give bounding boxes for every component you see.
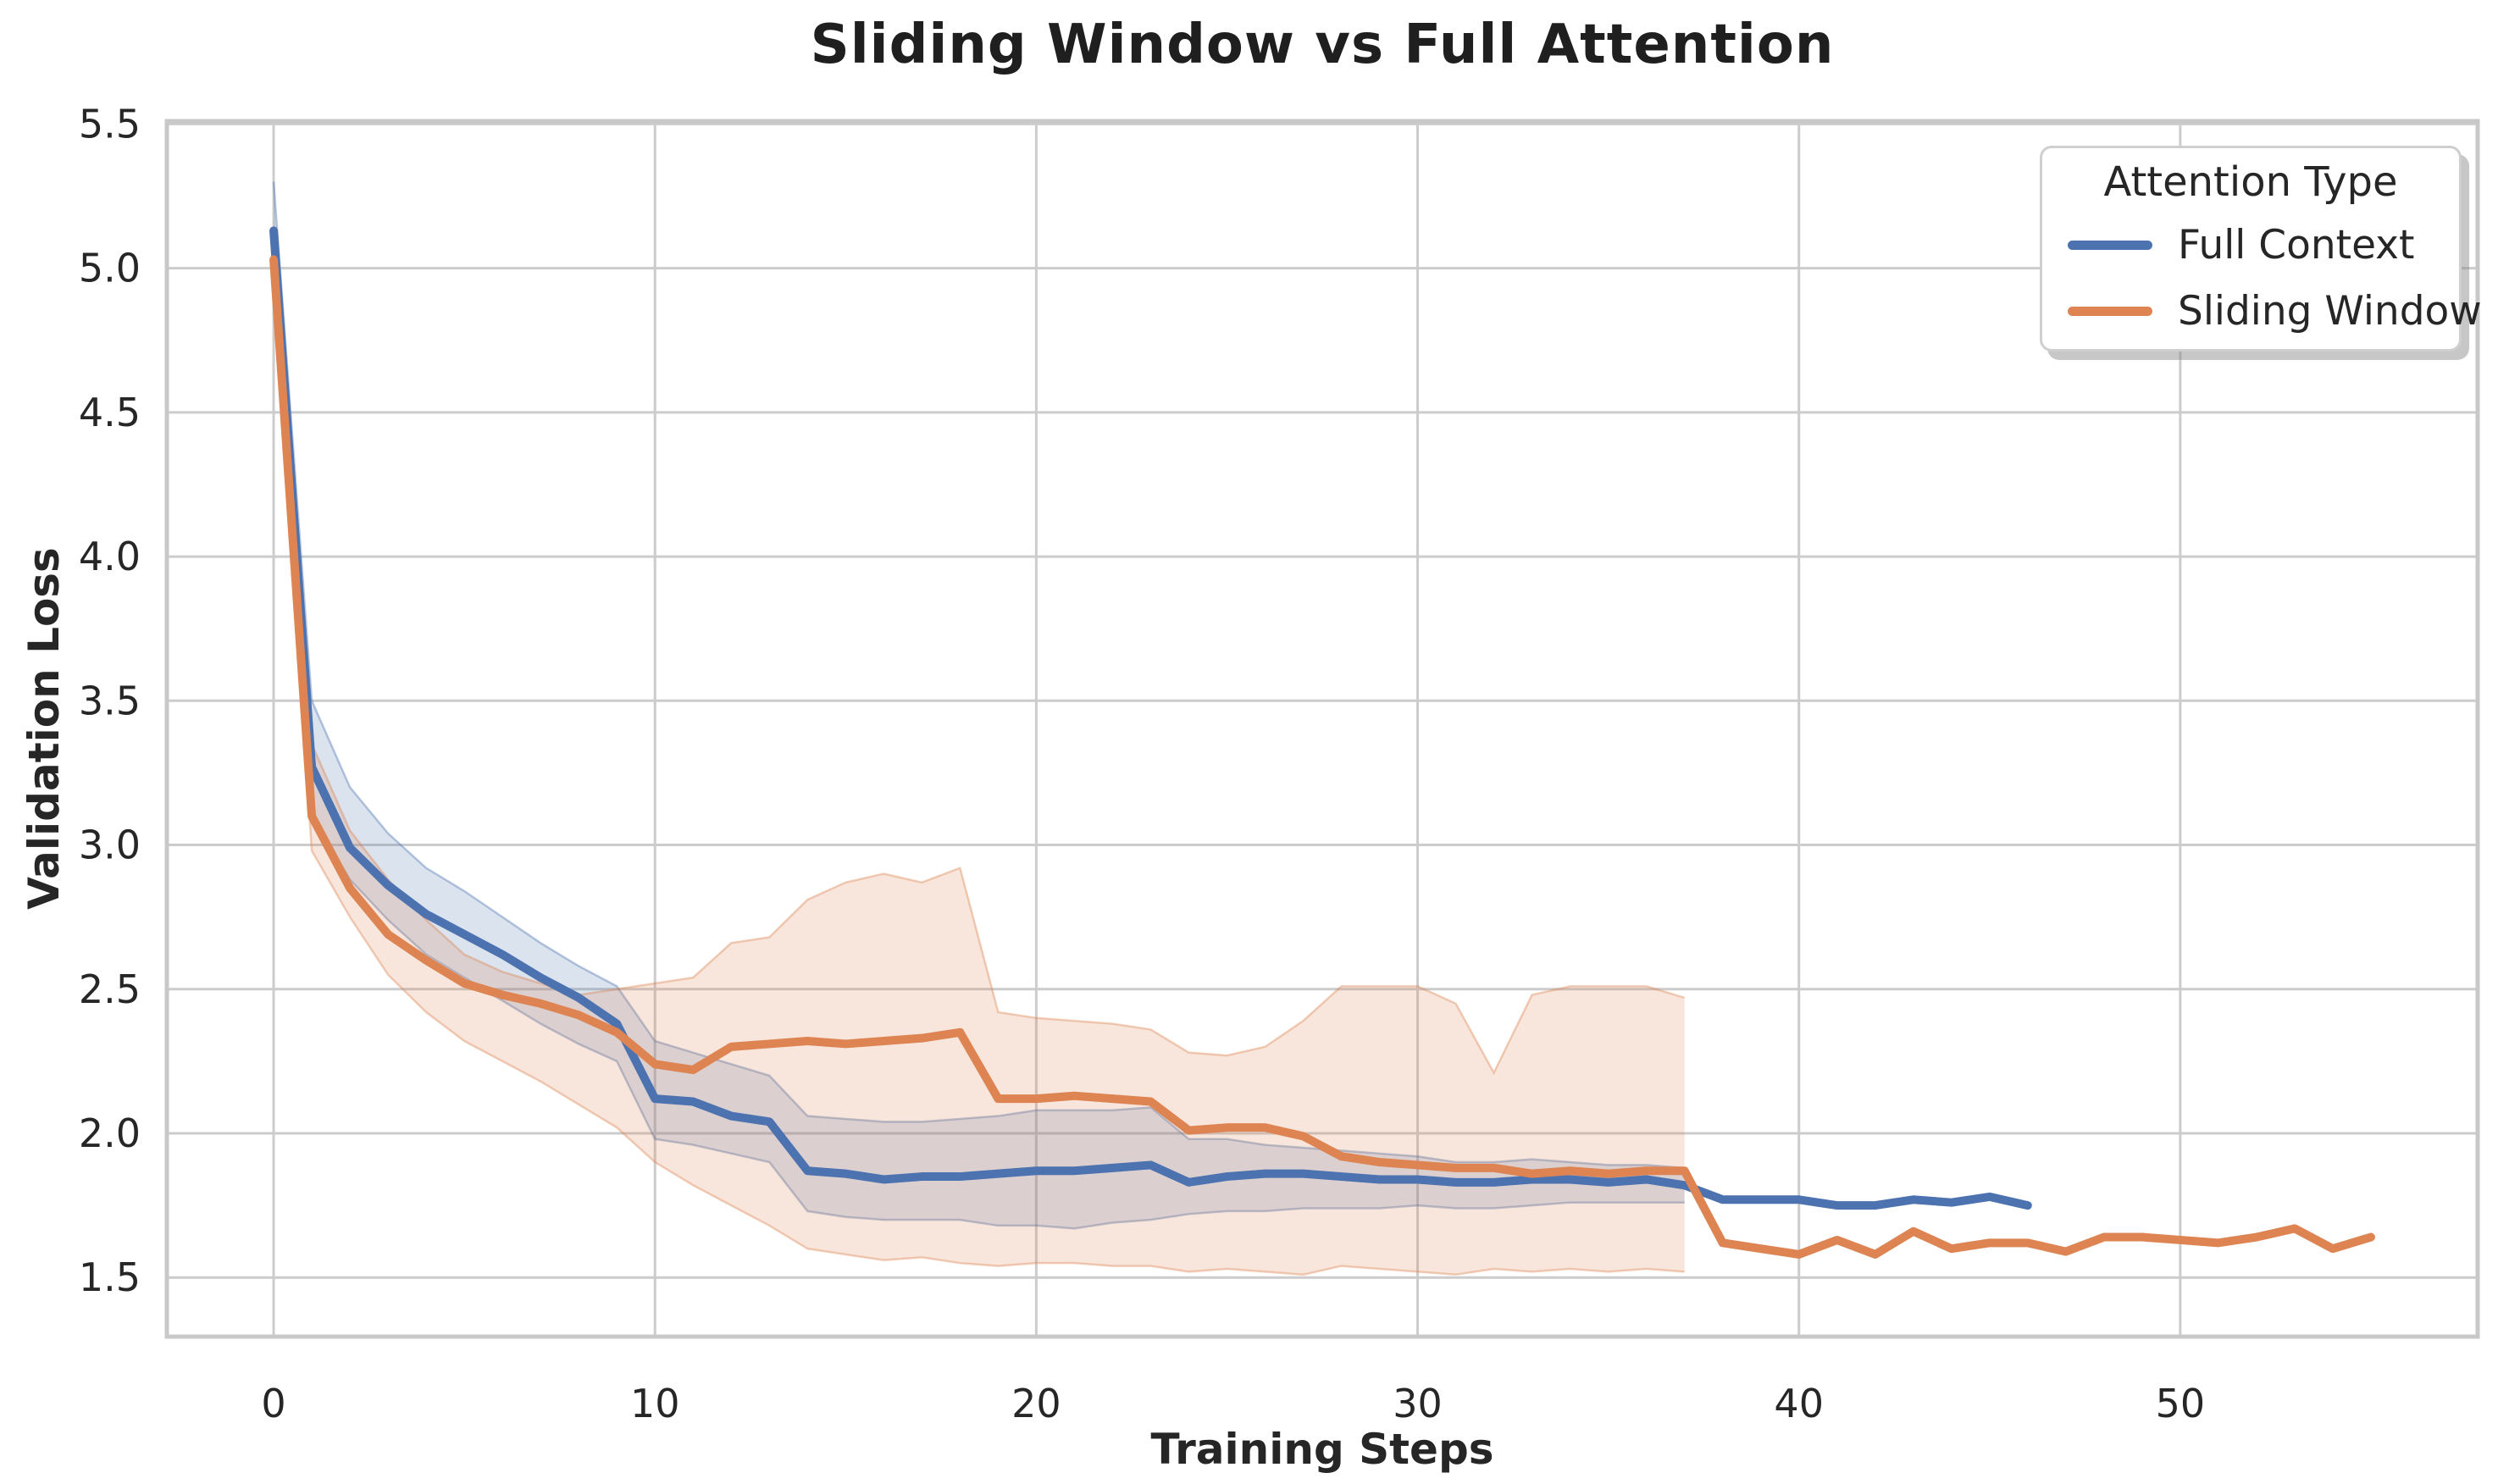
y-tick-label: 1.5 <box>79 1254 141 1300</box>
legend-line-sample-full-context <box>2068 241 2152 250</box>
y-tick-label: 3.5 <box>79 678 141 723</box>
chart-title: Sliding Window vs Full Attention <box>810 14 1835 76</box>
x-tick-label: 20 <box>1011 1381 1061 1426</box>
legend-item-label: Sliding Window <box>2178 287 2482 335</box>
x-tick-label: 0 <box>261 1381 285 1426</box>
band-edge-upper <box>272 233 1686 1076</box>
band-edge-lower <box>272 282 1685 1276</box>
band-edge-upper <box>272 181 1685 1170</box>
y-tick-label: 2.5 <box>79 966 141 1012</box>
series-line-sliding-window <box>269 255 2375 1259</box>
axes-frame <box>164 119 2480 1339</box>
y-tick-label: 3.0 <box>79 822 141 868</box>
confidence-band-sliding-window <box>274 233 1685 1275</box>
x-tick-label: 30 <box>1393 1381 1443 1426</box>
y-tick-label: 5.0 <box>79 246 141 291</box>
legend-title: Attention Type <box>2103 158 2398 206</box>
legend-item-full-context: Full Context <box>2059 218 2442 274</box>
series-line-full-context <box>269 226 2032 1210</box>
x-tick-label: 10 <box>630 1381 680 1426</box>
y-tick-label: 4.5 <box>79 390 141 435</box>
y-tick-label: 2.0 <box>79 1110 141 1156</box>
legend-line-sample-sliding-window <box>2068 306 2152 316</box>
x-axis-label: Training Steps <box>1150 1425 1494 1474</box>
y-tick-label: 5.5 <box>79 101 141 147</box>
y-tick-label: 4.0 <box>79 534 141 579</box>
band-edge-lower <box>272 276 1685 1230</box>
legend: Attention Type Full Context Sliding Wind… <box>2040 146 2482 352</box>
legend-item-sliding-window: Sliding Window <box>2059 283 2482 339</box>
legend-item-label: Full Context <box>2178 222 2415 269</box>
y-axis-label: Validation Loss <box>19 547 69 910</box>
x-tick-label: 50 <box>2156 1381 2206 1426</box>
x-tick-label: 40 <box>1774 1381 1824 1426</box>
